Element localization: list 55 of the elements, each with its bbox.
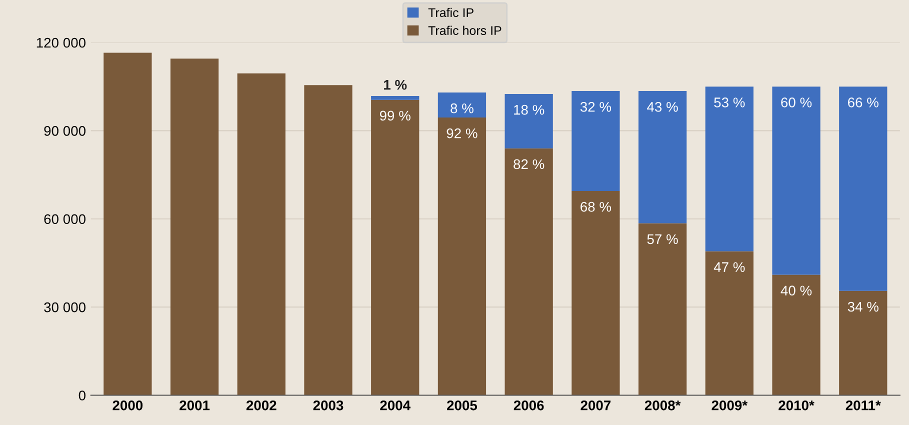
annotation: 99 %	[380, 110, 410, 121]
x-tick-label: 2002	[246, 400, 276, 410]
annotation: 82 %	[514, 159, 544, 170]
bar	[504, 94, 553, 148]
bar	[772, 274, 820, 396]
x-tick-label: 2011*	[846, 400, 881, 410]
x-tick-label: 2010*	[778, 400, 814, 410]
x-tick-label: 2008*	[644, 400, 681, 410]
bar	[839, 86, 888, 291]
bar	[572, 91, 620, 191]
bar	[438, 92, 486, 118]
annotation: 18 %	[514, 104, 544, 115]
x-tick-label: 2005	[447, 400, 478, 410]
bar	[504, 148, 553, 396]
y-tick-label: 120 000	[36, 38, 86, 48]
annotation: 66 %	[848, 98, 878, 108]
bar	[104, 52, 152, 396]
annotation: 1 %	[384, 80, 407, 90]
annotation: 47 %	[714, 262, 745, 272]
bar	[237, 73, 286, 396]
annotation: 34 %	[848, 302, 878, 312]
annotation: 53 %	[714, 98, 745, 108]
bar	[304, 85, 352, 396]
bar	[371, 100, 420, 396]
annotation: 8 %	[450, 103, 474, 114]
annotation: 57 %	[647, 234, 678, 244]
x-tick-label: 2004	[380, 400, 410, 410]
annotation: 60 %	[781, 98, 812, 108]
x-tick-label: 2006	[514, 400, 544, 410]
legend-label: Trafic IP	[428, 8, 474, 18]
bar	[638, 223, 687, 396]
annotation: 92 %	[446, 128, 478, 138]
bar	[839, 290, 888, 396]
bar	[705, 251, 754, 396]
y-tick-label: 60 000	[44, 214, 86, 224]
y-tick-label: 0	[78, 390, 86, 400]
bar	[705, 86, 754, 252]
x-tick-label: 2001	[180, 400, 210, 410]
annotation: 68 %	[580, 202, 612, 212]
x-tick-label: 2003	[313, 400, 344, 410]
bar	[772, 86, 820, 275]
x-tick-label: 2007	[580, 400, 611, 410]
bar	[572, 190, 620, 396]
bar	[371, 96, 420, 100]
bar	[170, 58, 219, 396]
x-tick-label: 2009*	[712, 400, 748, 410]
annotation: 40 %	[780, 286, 812, 296]
legend-label: Trafic hors IP	[428, 26, 502, 35]
y-tick-label: 30 000	[44, 302, 86, 312]
bar	[438, 117, 486, 396]
annotation: 32 %	[580, 102, 612, 112]
x-tick-label: 2000	[112, 400, 143, 410]
y-tick-label: 90 000	[44, 126, 86, 136]
annotation: 43 %	[647, 102, 678, 112]
bar	[638, 91, 687, 224]
